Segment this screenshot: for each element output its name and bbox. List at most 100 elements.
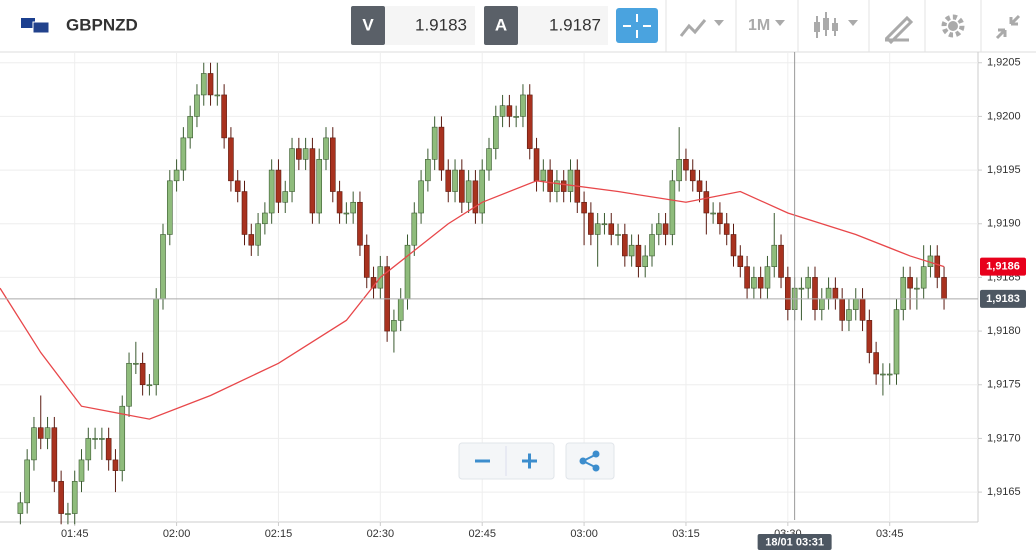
timeframe[interactable]: 1M bbox=[748, 17, 770, 34]
y-tick-label: 1,9190 bbox=[987, 218, 1021, 230]
candle-body bbox=[350, 201, 356, 214]
candle-body bbox=[207, 73, 214, 96]
candle-body bbox=[282, 191, 289, 203]
candle-body bbox=[560, 180, 567, 192]
candle-body bbox=[920, 266, 927, 289]
y-tick-label: 1,9180 bbox=[987, 325, 1021, 337]
candle-body bbox=[662, 223, 669, 235]
candle-body bbox=[717, 212, 723, 225]
draw-icon[interactable] bbox=[884, 15, 914, 45]
x-tick-label: 03:15 bbox=[672, 528, 700, 540]
candle-body bbox=[492, 116, 499, 149]
candle-body bbox=[234, 180, 241, 192]
candle-body bbox=[472, 180, 479, 214]
candle-body bbox=[105, 438, 112, 461]
y-tick-label: 1,9195 bbox=[987, 164, 1021, 176]
candle-body bbox=[554, 180, 560, 192]
flag-nz bbox=[32, 21, 50, 34]
candle-body bbox=[934, 255, 941, 278]
candle-body bbox=[119, 405, 126, 471]
bid-price: 1.9183 bbox=[415, 15, 467, 34]
zoom-in[interactable] bbox=[522, 453, 537, 469]
candle-body bbox=[153, 298, 160, 386]
chart-type-icon[interactable] bbox=[679, 19, 707, 37]
candle-body bbox=[44, 427, 51, 439]
candle-body bbox=[438, 126, 445, 171]
candle-body bbox=[533, 148, 540, 182]
candle-body bbox=[329, 137, 336, 192]
candle-body bbox=[391, 320, 397, 332]
settings-icon[interactable] bbox=[941, 14, 965, 38]
candle-body bbox=[778, 244, 784, 278]
candle-body bbox=[486, 148, 492, 171]
candle-body bbox=[655, 223, 662, 235]
candle-body bbox=[139, 362, 146, 386]
candle-body bbox=[798, 287, 805, 290]
candle-body bbox=[900, 277, 907, 310]
candle-body bbox=[771, 244, 778, 267]
y-tick-label: 1,9205 bbox=[987, 57, 1021, 69]
candle-body bbox=[336, 191, 343, 214]
candle-body bbox=[676, 159, 682, 182]
icon-part bbox=[948, 21, 958, 31]
candle-body bbox=[160, 234, 166, 300]
candle-body bbox=[737, 255, 744, 267]
crosshair-button[interactable] bbox=[616, 8, 658, 43]
candle-body bbox=[289, 148, 295, 192]
candle-body bbox=[785, 277, 791, 310]
candle-body bbox=[540, 169, 547, 182]
candle-body bbox=[622, 234, 628, 257]
candle-body bbox=[214, 94, 221, 97]
candle-body bbox=[859, 298, 866, 321]
candle-body bbox=[397, 298, 404, 321]
candle-body bbox=[24, 459, 30, 504]
ask-box bbox=[518, 6, 608, 45]
candle-body bbox=[173, 169, 180, 182]
candle-body bbox=[914, 287, 920, 290]
candle-body bbox=[520, 94, 526, 117]
dropdown bbox=[848, 20, 858, 26]
candle-body bbox=[649, 234, 655, 257]
candle-body bbox=[146, 384, 153, 387]
candle-body bbox=[751, 277, 757, 289]
candle-body bbox=[431, 126, 438, 160]
candle-body bbox=[880, 373, 886, 376]
share-box bbox=[565, 442, 615, 480]
candle-body bbox=[526, 94, 533, 149]
candle-body bbox=[357, 201, 363, 246]
candle-body bbox=[275, 169, 282, 203]
candle-body bbox=[669, 180, 676, 235]
candle-body bbox=[567, 169, 574, 192]
candle-body bbox=[479, 169, 486, 214]
price-tag bbox=[980, 289, 1026, 308]
candle-body bbox=[302, 148, 309, 160]
candle-body bbox=[17, 502, 24, 514]
candle-body bbox=[58, 481, 64, 514]
crosshair-time-box bbox=[757, 534, 832, 550]
flag-gb bbox=[21, 18, 35, 28]
candle-body bbox=[832, 287, 839, 300]
candle-body bbox=[309, 148, 316, 214]
bid-button[interactable] bbox=[351, 6, 385, 45]
ask-price: 1.9187 bbox=[549, 15, 601, 34]
price-tag-label: 1,9183 bbox=[986, 293, 1020, 305]
candle-body bbox=[166, 180, 173, 235]
ask-button[interactable] bbox=[484, 6, 518, 45]
candle-body bbox=[805, 277, 812, 289]
candle-body bbox=[635, 244, 642, 267]
candle-body bbox=[316, 159, 323, 214]
candle-body bbox=[812, 277, 818, 310]
candle-body bbox=[343, 212, 350, 215]
candle-body bbox=[255, 223, 261, 246]
x-tick-label: 03:00 bbox=[570, 528, 598, 540]
x-tick-label: 03:45 bbox=[876, 528, 904, 540]
candle-body bbox=[194, 94, 200, 117]
crosshair-time: 18/01 03:31 bbox=[765, 536, 824, 548]
icon-part bbox=[823, 18, 829, 30]
collapse-icon[interactable] bbox=[995, 14, 1021, 40]
candle-body bbox=[628, 244, 635, 257]
candle-body bbox=[547, 169, 553, 192]
candle-body bbox=[37, 427, 44, 439]
candle-body bbox=[92, 438, 98, 440]
